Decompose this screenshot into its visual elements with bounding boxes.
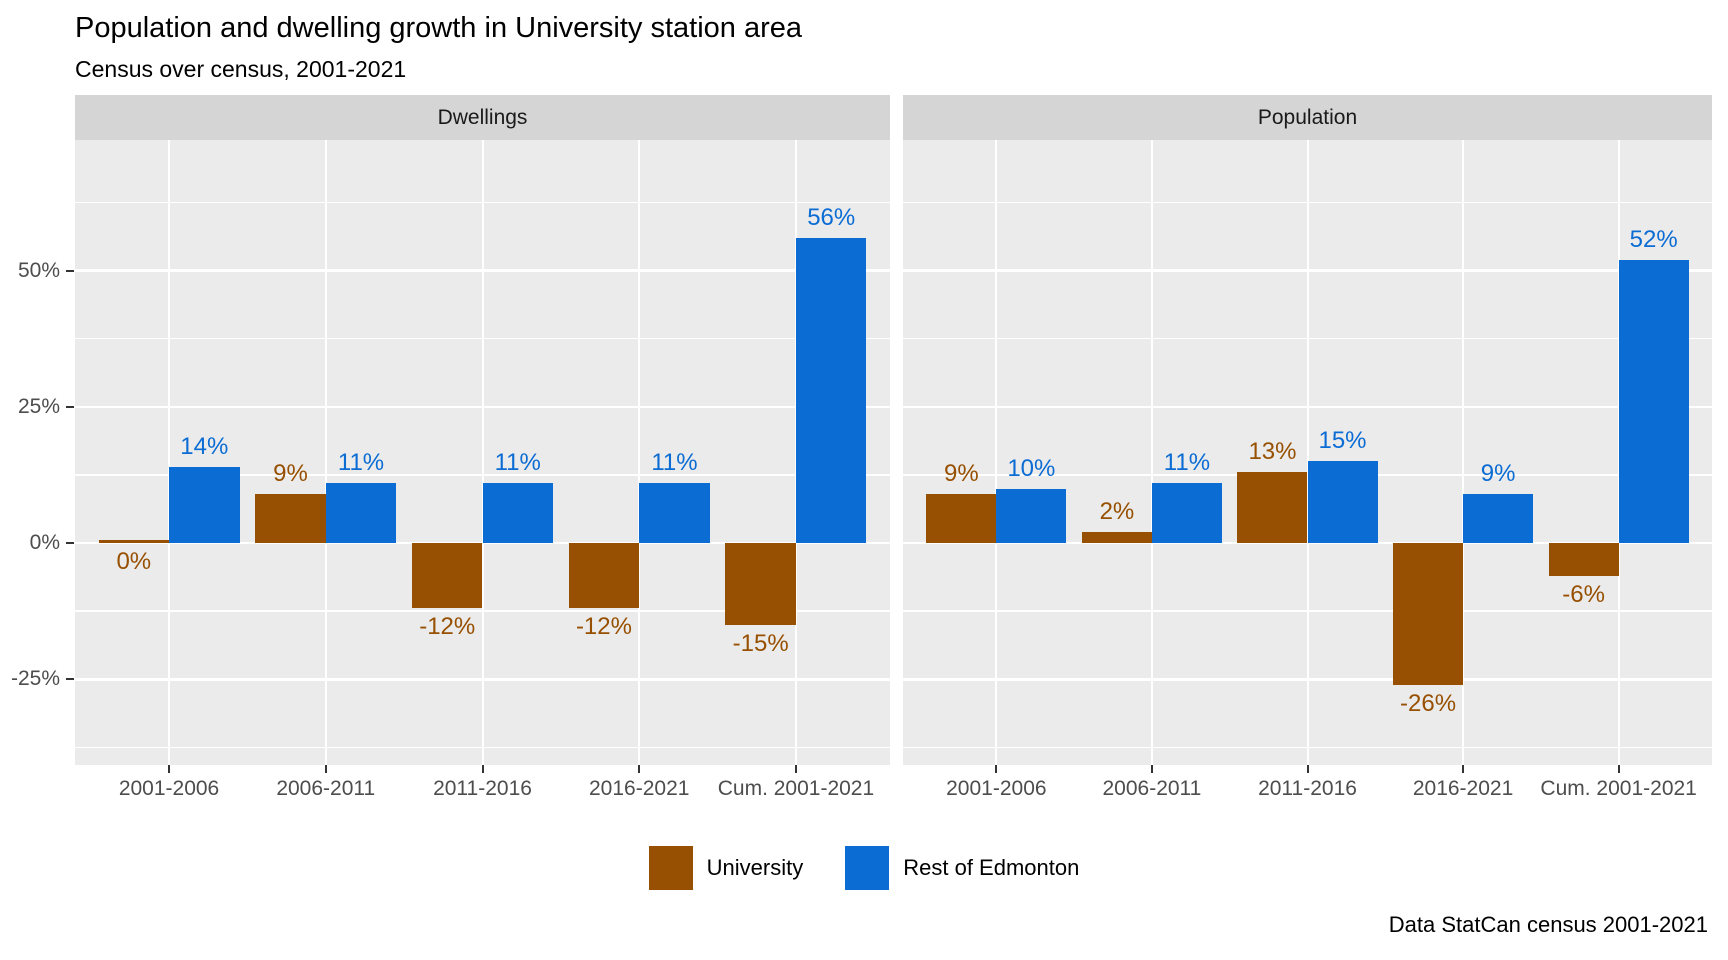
x-tick-mark (1462, 765, 1465, 773)
legend-item-label: University (706, 855, 804, 880)
chart-title: Population and dwelling growth in Univer… (75, 12, 803, 44)
bar-value-label: 0% (116, 548, 152, 575)
bar-value-label: 15% (1318, 427, 1367, 455)
y-tick-label: 25% (17, 394, 60, 418)
bar-rest-of-edmonton (639, 483, 710, 543)
bar-value-label: -26% (1400, 689, 1457, 717)
bar-university (568, 543, 640, 609)
y-tick-mark (66, 678, 74, 681)
bar-rest-of-edmonton (996, 488, 1067, 543)
bar-value-label: 9% (273, 459, 308, 487)
bar-university (255, 493, 326, 543)
x-tick-mark (1150, 765, 1153, 773)
bar-rest-of-edmonton (482, 483, 554, 543)
category-gridline (1306, 140, 1309, 765)
y-tick-mark (66, 269, 74, 272)
x-tick-mark (1617, 765, 1620, 773)
x-tick-label: Cum. 2001-2021 (1540, 777, 1697, 800)
bar-value-label: 2% (1099, 498, 1135, 526)
bar-value-label: 9% (1480, 459, 1516, 487)
facet-panel: 0% 14% 9% 11% -12% 11% -12% 11% -15% 56% (75, 140, 890, 765)
bar-rest-of-edmonton (795, 237, 867, 543)
bar-value-label: -12% (419, 613, 476, 641)
bar-rest-of-edmonton (1307, 461, 1378, 543)
bar-value-label: 11% (1163, 449, 1211, 477)
bar-value-label: 9% (944, 459, 979, 487)
bar-value-label: -6% (1562, 580, 1605, 608)
x-tick-label: 2016-2021 (589, 777, 690, 800)
x-tick-label: 2006-2011 (276, 777, 376, 800)
y-tick-label: -25% (10, 667, 60, 691)
bar-value-label: -12% (575, 613, 632, 641)
bar-value-label: 52% (1629, 225, 1678, 253)
x-tick-mark (995, 765, 998, 773)
legend-item-label: Rest of Edmonton (903, 855, 1080, 880)
bar-rest-of-edmonton (169, 466, 240, 543)
bar-value-label: 11% (651, 449, 698, 477)
category-gridline (1150, 140, 1153, 765)
bar-university (926, 493, 997, 543)
bar-university (1548, 543, 1619, 576)
bar-value-label: 56% (807, 203, 856, 231)
bar-university (98, 540, 170, 543)
category-gridline (638, 140, 641, 765)
bar-university (1081, 532, 1152, 543)
facet-strip-label: Dwellings (437, 105, 528, 129)
category-gridline (995, 140, 998, 765)
facet-panel: 9% 10% 2% 11% 13% 15% -26% 9% -6% 52% (903, 140, 1712, 765)
legend-key-swatch (845, 846, 890, 890)
bar-value-label: 14% (180, 432, 229, 460)
x-tick-label: 2001-2006 (946, 777, 1047, 800)
y-tick-mark (66, 405, 74, 408)
bar-rest-of-edmonton (1151, 483, 1222, 543)
bar-value-label: 11% (494, 449, 541, 477)
x-tick-label: 2011-2016 (433, 777, 532, 800)
legend: University Rest of Edmonton (0, 846, 1728, 890)
bar-university (411, 543, 483, 609)
y-tick-mark (66, 542, 74, 544)
bar-university (725, 543, 796, 625)
bar-value-label: -15% (732, 629, 789, 657)
x-tick-mark (1306, 765, 1309, 773)
x-tick-label: 2001-2006 (118, 777, 220, 800)
facet-strip-label: Population (1257, 105, 1358, 129)
bar-rest-of-edmonton (1618, 259, 1689, 543)
y-tick-label: 50% (17, 258, 60, 282)
x-tick-mark (324, 765, 327, 773)
facet-strip: Population (903, 95, 1712, 140)
bar-rest-of-edmonton (325, 483, 397, 543)
category-gridline (1462, 140, 1465, 765)
bar-value-label: 10% (1007, 454, 1056, 482)
x-tick-label: 2011-2016 (1258, 777, 1357, 800)
x-tick-label: 2016-2021 (1412, 777, 1514, 800)
x-tick-mark (794, 765, 797, 773)
legend-item: University (648, 846, 804, 890)
facet-strip: Dwellings (75, 95, 890, 140)
legend-item: Rest of Edmonton (845, 846, 1079, 890)
x-tick-mark (638, 765, 641, 773)
chart-subtitle: Census over census, 2001-2021 (75, 56, 407, 82)
category-gridline (168, 140, 171, 765)
bar-university (1237, 472, 1308, 543)
bar-rest-of-edmonton (1463, 493, 1534, 543)
bar-value-label: 11% (337, 449, 385, 477)
bar-value-label: 13% (1248, 438, 1297, 466)
x-tick-mark (168, 765, 171, 773)
category-gridline (481, 140, 484, 765)
legend-key-swatch (648, 846, 693, 890)
y-tick-label: 0% (29, 531, 60, 554)
x-tick-mark (481, 765, 484, 773)
x-tick-label: Cum. 2001-2021 (717, 777, 875, 800)
x-tick-label: 2006-2011 (1102, 777, 1202, 800)
chart-caption: Data StatCan census 2001-2021 (1388, 912, 1708, 937)
bar-university (1393, 543, 1464, 685)
category-gridline (324, 140, 327, 765)
